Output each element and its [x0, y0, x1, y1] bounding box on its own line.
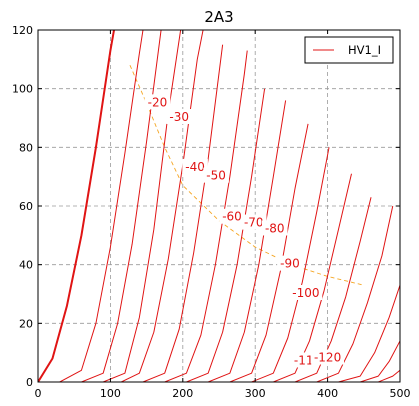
y-tick-label: 60 [19, 200, 33, 213]
legend-entry: HV1_I [348, 43, 381, 57]
curve-label-bg [240, 214, 267, 230]
x-tick-label: 200 [172, 387, 193, 400]
chart-title: 2A3 [204, 8, 233, 26]
series-line [294, 197, 372, 382]
x-tick-label: 400 [317, 387, 338, 400]
curve-label-bg [311, 349, 344, 365]
curve-label-bg [289, 285, 323, 300]
y-tick-label: 0 [26, 376, 33, 389]
y-tick-label: 100 [12, 83, 33, 96]
plot-background [38, 30, 400, 382]
curve-label: -120 [314, 351, 341, 365]
curve-label: -100 [292, 286, 319, 300]
series-group: -20-30 -40-50 -60 -70 -80 -90 -100 -11 -120 [38, 30, 400, 382]
series-line [59, 30, 144, 382]
series-line [229, 123, 309, 382]
x-tick-label: 500 [390, 387, 411, 400]
x-tick-label: 100 [100, 387, 121, 400]
curve-label: -60 [222, 210, 242, 224]
series-line [207, 100, 287, 382]
curve-label: -70 [244, 216, 264, 230]
series-line [81, 30, 162, 382]
curve-label: -30 [169, 110, 189, 124]
curve-label-bg [182, 158, 208, 174]
curve-label: -11 [294, 353, 314, 367]
curve-label-bg [166, 109, 192, 124]
curve-label-bg [290, 352, 317, 368]
series-line [142, 44, 224, 382]
load-line [129, 65, 364, 286]
y-tick-label: 40 [19, 259, 33, 272]
curve-label: -20 [148, 95, 168, 109]
curve-label-bg [261, 220, 288, 236]
legend: HV1_I [304, 36, 394, 64]
curve-label: -80 [265, 221, 285, 235]
y-tick-label: 80 [19, 141, 33, 154]
curve-label: -40 [185, 160, 205, 174]
series-line [273, 173, 352, 382]
series-line [121, 30, 204, 382]
curve-label-bg [144, 94, 171, 110]
curve-label: -90 [280, 257, 300, 271]
series-line [186, 88, 266, 382]
curve-label: -50 [206, 169, 226, 183]
y-tick-label: 120 [12, 24, 33, 37]
series-line [378, 369, 400, 382]
curve-label-bg [277, 255, 303, 271]
series-line [360, 340, 400, 382]
series-line [338, 285, 400, 382]
x-tick-label: 300 [245, 387, 266, 400]
curve-label-bg [219, 208, 245, 224]
series-line [38, 30, 116, 382]
series-line [102, 30, 182, 382]
y-tick-label: 20 [19, 317, 33, 330]
series-line [164, 50, 248, 382]
series-line [316, 205, 394, 382]
x-tick-label: 0 [35, 387, 42, 400]
curve-label-bg [203, 167, 229, 183]
plot-area: -20-30 -40-50 -60 -70 -80 -90 -100 -11 -120 0 100 2… [12, 24, 411, 400]
series-line [251, 147, 330, 382]
